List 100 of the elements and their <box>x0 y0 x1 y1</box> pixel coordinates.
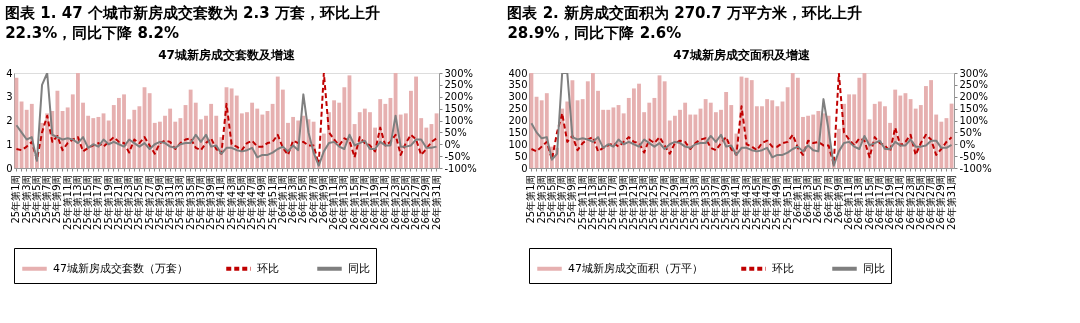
legend-label: 环比 <box>257 261 279 275</box>
y2-tick-label: 0% <box>959 138 976 150</box>
x-tick-label: 25年第7周 <box>556 174 568 224</box>
y-tick-label: 50 <box>514 150 528 162</box>
x-tick-label: 26年第23周 <box>904 174 916 230</box>
x-tick-label: 26年第31周 <box>430 174 442 230</box>
y-tick-label: 0 <box>6 162 13 174</box>
x-tick-label: 26年第29周 <box>420 174 432 230</box>
y2-tick-label: -50% <box>444 150 471 162</box>
x-tick-label: 26年第5周 <box>297 174 309 224</box>
x-tick-label: 26年第21周 <box>894 174 906 230</box>
x-tick-label: 25年第43周 <box>740 174 752 230</box>
legend-label: 同比 <box>348 261 370 275</box>
x-tick-label: 25年第1周 <box>10 174 22 224</box>
x-tick-label: 26年第27周 <box>925 174 937 230</box>
x-tick-label: 25年第1周 <box>525 174 537 224</box>
x-tick-label: 25年第11周 <box>576 174 588 230</box>
y-tick-label: 400 <box>508 67 528 79</box>
x-tick-label: 26年第31周 <box>945 174 957 230</box>
x-tick-label: 25年第17周 <box>607 174 619 230</box>
x-tick-label: 26年第3周 <box>802 174 814 224</box>
x-tick-label: 26年第7周 <box>822 174 834 224</box>
y2-tick-label: 0% <box>444 138 461 150</box>
y2-tick-label: 150% <box>444 103 474 115</box>
x-tick-label: 25年第27周 <box>143 174 155 230</box>
x-tick-label: 25年第33周 <box>689 174 701 230</box>
x-tick-label: 26年第23周 <box>389 174 401 230</box>
x-tick-label: 25年第43周 <box>225 174 237 230</box>
x-tick-label: 26年第5周 <box>812 174 824 224</box>
x-tick-label: 25年第47周 <box>246 174 258 230</box>
x-tick-label: 25年第45周 <box>235 174 247 230</box>
x-tick-label: 26年第19周 <box>884 174 896 230</box>
y-tick-label: 350 <box>508 79 528 91</box>
x-tick-label: 26年第13周 <box>853 174 865 230</box>
y2-tick-label: 50% <box>959 126 982 138</box>
x-tick-label: 25年第35周 <box>699 174 711 230</box>
y-tick-label: 2 <box>6 115 13 126</box>
y-tick-label: 0 <box>521 162 528 174</box>
y2-tick-label: 200% <box>444 91 474 103</box>
x-tick-label: 25年第7周 <box>41 174 53 224</box>
y2-tick-label: 300% <box>959 67 989 79</box>
y2-tick-label: 150% <box>959 103 989 115</box>
y2-tick-label: 200% <box>959 91 989 103</box>
x-tick-label: 25年第45周 <box>750 174 762 230</box>
x-tick-label: 26年第29周 <box>935 174 947 230</box>
x-tick-label: 25年第31周 <box>679 174 691 230</box>
chart-title: 图表 2. 新房成交面积为 270.7 万平方米，环比上升 28.9%，同比下降 2.6% <box>507 3 862 42</box>
x-tick-label: 26年第15周 <box>863 174 875 230</box>
x-tick-label: 26年第11周 <box>328 174 340 230</box>
x-tick-label: 26年第1周 <box>276 174 288 224</box>
x-tick-label: 25年第11周 <box>61 174 73 230</box>
y2-tick-label: 100% <box>959 115 989 126</box>
x-tick-label: 25年第41周 <box>215 174 227 230</box>
x-tick-label: 26年第21周 <box>379 174 391 230</box>
x-tick-label: 25年第23周 <box>123 174 135 230</box>
y2-tick-label: -100% <box>959 162 992 174</box>
x-tick-label: 26年第11周 <box>843 174 855 230</box>
x-tick-label: 25年第9周 <box>566 174 578 224</box>
x-tick-label: 26年第17周 <box>358 174 370 230</box>
y2-tick-label: 50% <box>444 126 467 138</box>
x-tick-label: 25年第3周 <box>535 174 547 224</box>
y2-tick-label: 250% <box>959 79 989 91</box>
y2-tick-label: 100% <box>444 115 474 126</box>
x-tick-label: 26年第15周 <box>348 174 360 230</box>
legend-label: 47城新房成交套数（万套） <box>53 261 188 275</box>
y-tick-label: 4 <box>6 67 13 79</box>
legend-label: 同比 <box>863 261 885 275</box>
y-tick-label: 1 <box>6 138 13 150</box>
y-tick-label: 150 <box>508 126 528 138</box>
x-tick-label: 26年第19周 <box>369 174 381 230</box>
x-tick-label: 26年第25周 <box>914 174 926 230</box>
chart-subtitle: 47城新房成交套数及增速 <box>158 48 296 62</box>
x-tick-label: 26年第25周 <box>399 174 411 230</box>
x-tick-label: 25年第19周 <box>617 174 629 230</box>
y-tick-label: 100 <box>508 138 528 150</box>
x-tick-label: 26年第3周 <box>287 174 299 224</box>
x-tick-label: 25年第41周 <box>730 174 742 230</box>
x-tick-label: 25年第47周 <box>761 174 773 230</box>
x-tick-label: 25年第9周 <box>51 174 63 224</box>
x-tick-label: 25年第19周 <box>102 174 114 230</box>
x-tick-label: 25年第25周 <box>133 174 145 230</box>
x-tick-label: 25年第15周 <box>597 174 609 230</box>
x-tick-label: 25年第3周 <box>20 174 32 224</box>
legend-label: 47城新房成交面积（万平） <box>568 261 703 275</box>
x-tick-label: 26年第13周 <box>338 174 350 230</box>
x-tick-label: 25年第15周 <box>82 174 94 230</box>
x-tick-label: 25年第49周 <box>256 174 268 230</box>
x-tick-label: 26年第27周 <box>410 174 422 230</box>
x-tick-label: 25年第33周 <box>174 174 186 230</box>
x-tick-label: 25年第49周 <box>771 174 783 230</box>
x-tick-label: 25年第35周 <box>184 174 196 230</box>
x-tick-label: 26年第7周 <box>307 174 319 224</box>
chart-subtitle: 47城新房成交面积及增速 <box>673 48 811 62</box>
x-tick-label: 26年第17周 <box>873 174 885 230</box>
x-tick-label: 25年第23周 <box>638 174 650 230</box>
legend-label: 环比 <box>772 261 794 275</box>
y-tick-label: 250 <box>508 103 528 115</box>
y-tick-label: 300 <box>508 91 528 103</box>
x-tick-label: 25年第17周 <box>92 174 104 230</box>
y2-tick-label: 300% <box>444 67 474 79</box>
